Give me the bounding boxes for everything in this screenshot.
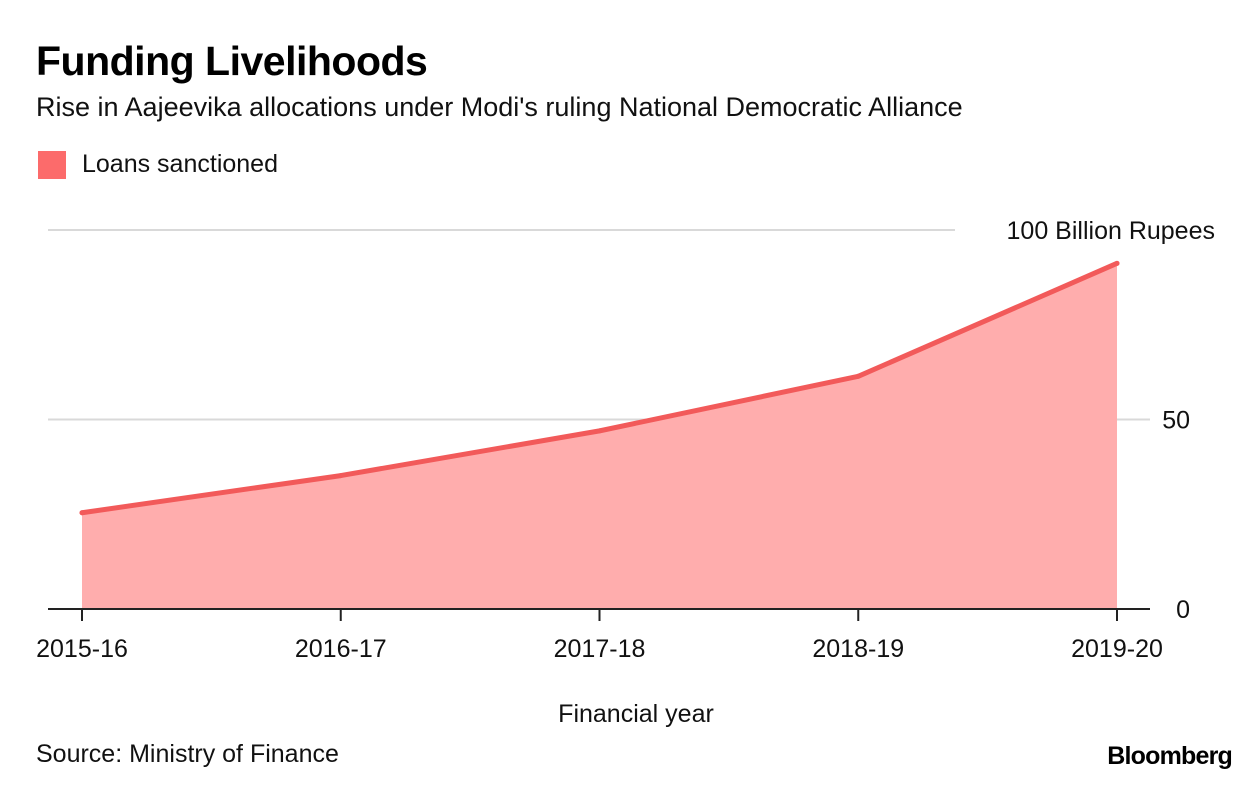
series-area-loans-sanctioned — [82, 263, 1117, 609]
x-tick-label: 2015-16 — [36, 635, 128, 663]
area-layer — [79, 260, 1120, 609]
x-tick-label: 2017-18 — [554, 635, 646, 663]
chart-title: Funding Livelihoods — [36, 38, 428, 84]
x-tick-label: 2016-17 — [295, 635, 387, 663]
legend-label: Loans sanctioned — [82, 150, 278, 178]
y-tick-label: 0 — [1176, 596, 1190, 624]
legend-swatch — [38, 150, 66, 179]
data-point — [855, 373, 861, 379]
y-tick-label: 50 — [1162, 407, 1190, 435]
chart-subtitle: Rise in Aajeevika allocations under Modi… — [36, 92, 963, 122]
x-tick-label: 2019-20 — [1071, 635, 1163, 663]
brand-logo: Bloomberg — [1107, 742, 1233, 770]
data-point — [597, 428, 602, 434]
label-layer: 0 50 100 Billion Rupees 2015-16 2016-17 2017-… — [36, 217, 1215, 728]
data-point — [79, 510, 85, 516]
y-tick-label: 100 Billion Rupees — [1007, 217, 1215, 245]
legend: Loans sanctioned — [38, 150, 278, 179]
x-axis-title: Financial year — [558, 700, 714, 728]
data-point — [1114, 260, 1120, 266]
axis-layer — [48, 608, 1150, 621]
data-point — [338, 473, 344, 479]
source-note: Source: Ministry of Finance — [36, 740, 339, 768]
x-tick-label: 2018-19 — [812, 635, 904, 663]
